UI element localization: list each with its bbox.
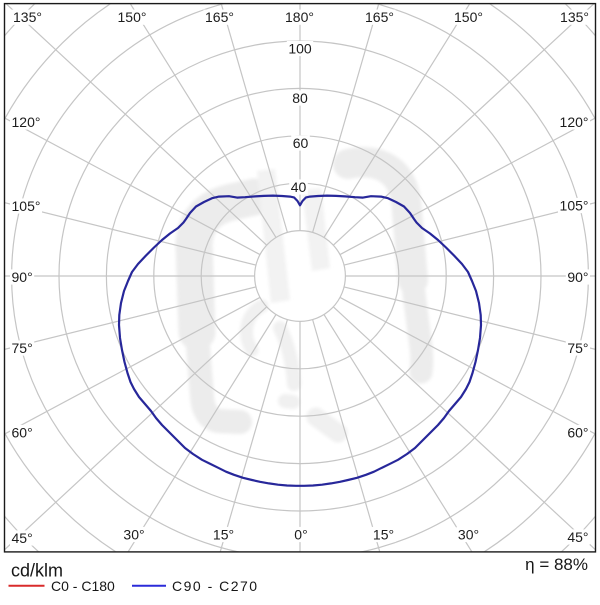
svg-text:30°: 30° (123, 526, 144, 542)
svg-text:135°: 135° (13, 9, 42, 25)
svg-text:45°: 45° (12, 530, 33, 546)
svg-text:30°: 30° (458, 526, 479, 542)
svg-text:60°: 60° (567, 424, 588, 440)
svg-text:60°: 60° (12, 424, 33, 440)
svg-text:60: 60 (293, 135, 309, 151)
svg-text:40: 40 (291, 179, 307, 195)
svg-text:120°: 120° (560, 114, 589, 130)
svg-text:cd/klm: cd/klm (11, 561, 63, 581)
svg-text:90°: 90° (567, 269, 588, 285)
svg-text:150°: 150° (118, 9, 147, 25)
svg-text:180°: 180° (285, 9, 314, 25)
svg-text:η = 88%: η = 88% (525, 555, 588, 574)
svg-text:0°: 0° (294, 526, 307, 542)
svg-text:80: 80 (292, 90, 308, 106)
svg-text:105°: 105° (560, 197, 589, 213)
svg-text:15°: 15° (373, 526, 394, 542)
svg-text:165°: 165° (365, 9, 394, 25)
svg-text:15°: 15° (213, 526, 234, 542)
svg-text:135°: 135° (560, 9, 589, 25)
svg-text:C90 - C270: C90 - C270 (172, 578, 259, 594)
svg-text:90°: 90° (12, 269, 33, 285)
svg-text:45°: 45° (567, 529, 588, 545)
svg-text:100: 100 (288, 40, 312, 56)
svg-text:150°: 150° (454, 9, 483, 25)
svg-text:75°: 75° (12, 340, 33, 356)
svg-text:120°: 120° (12, 114, 41, 130)
svg-text:105°: 105° (12, 198, 41, 214)
svg-text:165°: 165° (205, 9, 234, 25)
svg-text:75°: 75° (567, 340, 588, 356)
svg-text:C0 - C180: C0 - C180 (51, 578, 115, 594)
